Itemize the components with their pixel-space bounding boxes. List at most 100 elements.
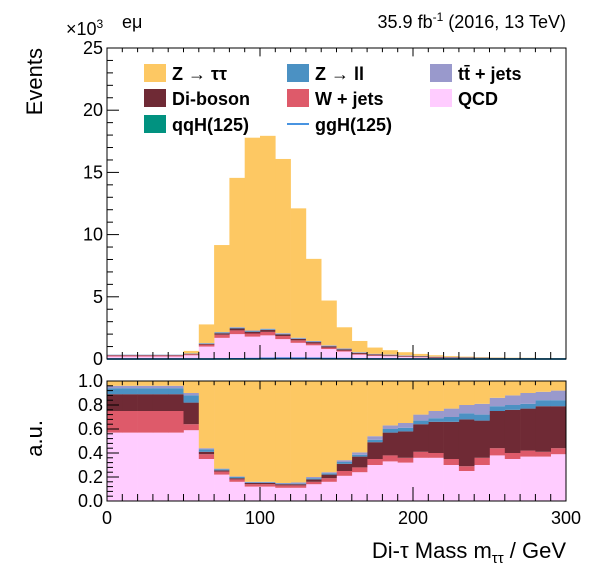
bar-wjets-bin-20 <box>413 452 429 458</box>
bar-diboson-bin-20 <box>413 356 429 357</box>
bar-diboson-bin-15 <box>337 349 353 350</box>
bar-ttbar-bin-11 <box>275 483 291 484</box>
bar-qcd-bin-10 <box>260 335 276 359</box>
y-tick-label-1: 5 <box>93 287 103 307</box>
bar-wjets-bin-17 <box>367 355 383 356</box>
bar-wjets-bin-23 <box>459 466 475 471</box>
bar-wjets-bin-15 <box>337 351 353 352</box>
bar-ztt-bin-6 <box>199 324 215 343</box>
bar-qcd-bin-27 <box>520 457 536 501</box>
legend-label-qqh: qqH(125) <box>172 115 249 135</box>
bar-qcd-bin-14 <box>321 349 337 359</box>
bar-ttbar-bin-7 <box>214 469 230 470</box>
legend-label-zll: Z → ll <box>315 64 364 84</box>
bar-ztt-bin-11 <box>275 159 291 333</box>
bar-qcd-bin-9 <box>245 337 261 359</box>
y-tick-label-2: 0.4 <box>78 443 103 463</box>
bar-wjets-bin-12 <box>291 485 307 487</box>
bar-zll-bin-22 <box>444 417 460 422</box>
bar-ttbar-bin-21 <box>428 411 444 418</box>
bar-ztt-bin-1 <box>122 381 138 386</box>
y-tick-label-0: 0 <box>93 349 103 369</box>
bar-ztt-bin-13 <box>306 381 322 477</box>
bar-zll-bin-23 <box>459 413 475 419</box>
bar-ttbar-bin-9 <box>245 482 261 483</box>
bar-wjets-bin-0 <box>107 356 123 357</box>
bar-ttbar-bin-6 <box>199 448 215 449</box>
bar-qcd-bin-20 <box>413 458 429 501</box>
bar-wjets-bin-28 <box>535 452 551 457</box>
bar-ttbar-bin-20 <box>413 415 429 421</box>
bar-zll-bin-27 <box>520 404 536 409</box>
bar-ztt-bin-7 <box>214 245 230 332</box>
bar-diboson-bin-8 <box>229 329 245 331</box>
bar-qcd-bin-22 <box>444 465 460 501</box>
bar-diboson-bin-21 <box>428 357 444 358</box>
bar-diboson-bin-4 <box>168 394 184 411</box>
legend-swatch-qcd <box>430 89 452 107</box>
bar-diboson-bin-7 <box>214 333 230 334</box>
bar-qcd-bin-21 <box>428 458 444 501</box>
bar-ttbar-bin-26 <box>505 395 521 405</box>
bar-diboson-bin-6 <box>199 344 215 345</box>
bar-zll-bin-18 <box>382 429 398 433</box>
bar-zll-bin-8 <box>229 477 245 478</box>
events-axis-title: Events <box>22 48 47 115</box>
bar-ttbar-bin-25 <box>490 398 506 406</box>
bar-qcd-bin-28 <box>535 457 551 501</box>
bar-ztt-bin-20 <box>413 354 429 356</box>
bar-ztt-bin-22 <box>444 356 460 357</box>
bar-ztt-bin-23 <box>459 381 475 405</box>
bar-qcd-bin-9 <box>245 487 261 501</box>
bar-diboson-bin-11 <box>275 334 291 336</box>
bar-ztt-bin-18 <box>382 350 398 354</box>
bar-diboson-bin-15 <box>337 464 353 471</box>
bar-diboson-bin-21 <box>428 422 444 453</box>
y-tick-label-5: 1.0 <box>78 371 103 391</box>
bar-diboson-bin-9 <box>245 332 261 334</box>
bar-ztt-bin-12 <box>291 381 307 482</box>
bar-zll-bin-11 <box>275 334 291 335</box>
bar-diboson-bin-2 <box>138 394 154 411</box>
bar-ttbar-bin-10 <box>260 482 276 483</box>
bar-zll-bin-26 <box>505 405 521 410</box>
bar-diboson-bin-16 <box>352 353 368 354</box>
bar-diboson-bin-8 <box>229 478 245 479</box>
legend-swatch-qqh <box>144 115 166 133</box>
bar-wjets-bin-2 <box>138 411 154 433</box>
bar-diboson-bin-16 <box>352 457 368 468</box>
bar-diboson-bin-20 <box>413 424 429 452</box>
bar-zll-bin-25 <box>490 406 506 411</box>
bar-ttbar-bin-14 <box>321 472 337 473</box>
bar-ztt-bin-4 <box>168 381 184 386</box>
bar-diboson-bin-18 <box>382 355 398 356</box>
bar-wjets-bin-4 <box>168 411 184 433</box>
bar-ttbar-bin-23 <box>459 405 475 413</box>
bar-wjets-bin-5 <box>184 424 200 430</box>
bar-ztt-bin-23 <box>459 357 475 358</box>
bar-qcd-bin-15 <box>337 476 353 501</box>
bar-wjets-bin-9 <box>245 484 261 486</box>
events-panel: 0510152025 Events Z → ττ Z → ll tt̄ + jets… <box>22 38 566 369</box>
bar-zll-bin-3 <box>153 388 169 394</box>
legend-swatch-diboson <box>144 89 166 107</box>
bar-zll-bin-9 <box>245 331 261 332</box>
bar-ztt-bin-13 <box>306 259 322 341</box>
bar-diboson-bin-9 <box>245 483 261 484</box>
bar-ttbar-bin-16 <box>352 452 368 454</box>
bar-zll-bin-28 <box>535 400 551 406</box>
bar-wjets-bin-16 <box>352 354 368 355</box>
bar-ztt-bin-16 <box>352 382 368 453</box>
bar-wjets-bin-14 <box>321 478 337 482</box>
bar-zll-bin-15 <box>337 462 353 464</box>
bar-qcd-bin-25 <box>490 455 506 501</box>
bar-zll-bin-2 <box>138 388 154 394</box>
bar-qcd-bin-16 <box>352 472 368 501</box>
bar-wjets-bin-6 <box>199 345 215 347</box>
bar-zll-bin-24 <box>474 415 490 421</box>
bar-ttbar-bin-8 <box>229 327 245 328</box>
legend-label-ztt: Z → ττ <box>172 64 227 84</box>
bar-ttbar-bin-1 <box>122 386 138 388</box>
bar-diboson-bin-5 <box>184 403 200 425</box>
bar-ztt-bin-18 <box>382 381 398 425</box>
